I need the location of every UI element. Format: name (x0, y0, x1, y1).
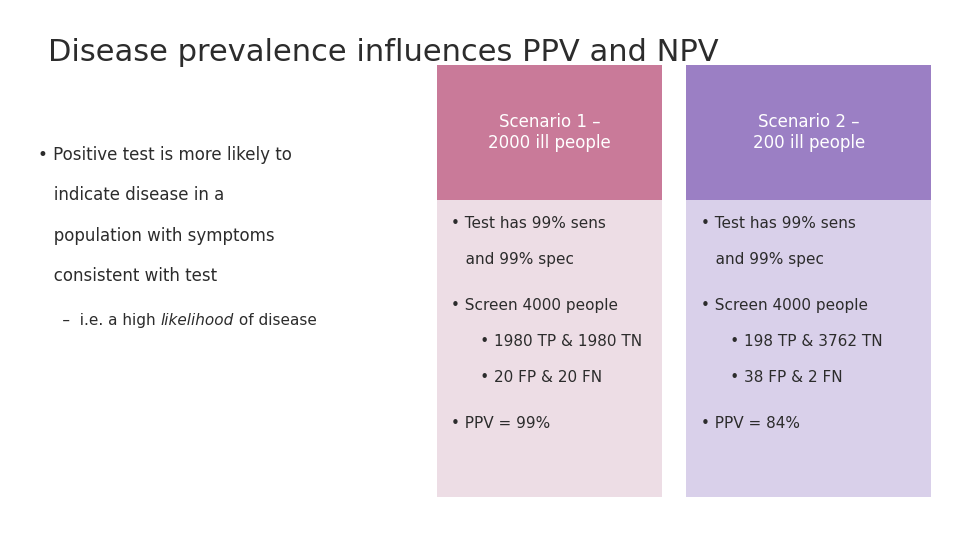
Text: Disease prevalence influences PPV and NPV: Disease prevalence influences PPV and NP… (48, 38, 719, 67)
FancyBboxPatch shape (686, 65, 931, 200)
Text: Scenario 1 –
2000 ill people: Scenario 1 – 2000 ill people (489, 113, 611, 152)
Text: and 99% spec: and 99% spec (451, 252, 574, 267)
Text: likelihood: likelihood (161, 313, 234, 328)
Text: consistent with test: consistent with test (38, 267, 218, 285)
Text: • Screen 4000 people: • Screen 4000 people (451, 298, 618, 313)
Text: Scenario 2 –
200 ill people: Scenario 2 – 200 ill people (753, 113, 865, 152)
Text: • 20 FP & 20 FN: • 20 FP & 20 FN (451, 370, 602, 386)
Text: • Test has 99% sens: • Test has 99% sens (451, 216, 606, 231)
Text: • PPV = 84%: • PPV = 84% (701, 416, 800, 431)
Text: –  i.e. a high: – i.e. a high (38, 313, 161, 328)
Text: • 198 TP & 3762 TN: • 198 TP & 3762 TN (701, 334, 882, 349)
Text: population with symptoms: population with symptoms (38, 227, 275, 245)
Text: and 99% spec: and 99% spec (701, 252, 824, 267)
Text: • 1980 TP & 1980 TN: • 1980 TP & 1980 TN (451, 334, 642, 349)
FancyBboxPatch shape (437, 200, 662, 497)
Text: • Test has 99% sens: • Test has 99% sens (701, 216, 855, 231)
Text: • PPV = 99%: • PPV = 99% (451, 416, 550, 431)
Text: • 38 FP & 2 FN: • 38 FP & 2 FN (701, 370, 843, 386)
FancyBboxPatch shape (686, 200, 931, 497)
Text: indicate disease in a: indicate disease in a (38, 186, 225, 204)
FancyBboxPatch shape (437, 65, 662, 200)
Text: of disease: of disease (234, 313, 317, 328)
Text: • Screen 4000 people: • Screen 4000 people (701, 298, 868, 313)
Text: • Positive test is more likely to: • Positive test is more likely to (38, 146, 292, 164)
